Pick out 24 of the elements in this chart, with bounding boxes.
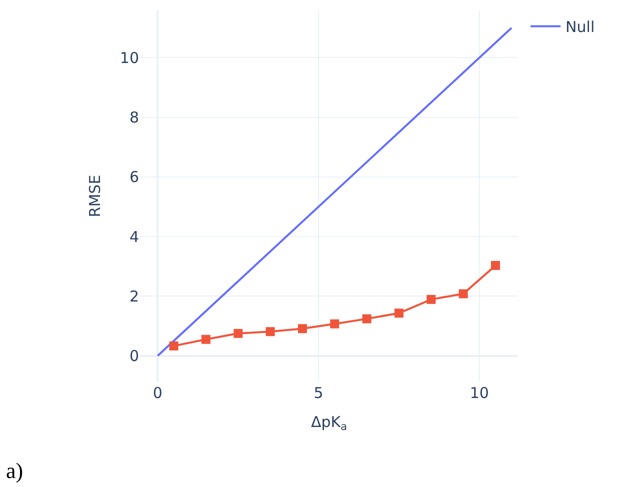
y-tick-label: 0 [129,347,139,366]
x-tick-label: 0 [152,384,162,402]
point [394,308,404,318]
point [266,327,275,336]
point [362,314,372,324]
legend-label: Null [566,18,595,36]
point [458,289,468,298]
y-tick-label: 2 [129,287,139,306]
y-tick-label: 8 [129,108,139,127]
point [169,341,178,350]
point [426,294,436,304]
text: a) [6,458,24,483]
point [330,319,340,328]
x-axis-title: ΔpK$_{a}$ [310,413,348,434]
y-axis-title: RMSE [86,174,104,218]
y-tick-label: 10 [120,48,139,67]
x-tick-label: 10 [470,384,489,402]
y-tick-label: 6 [129,168,139,186]
point [234,328,243,338]
x-tick-label: 5 [314,384,324,402]
point [201,334,210,344]
point [490,260,500,270]
y-tick-label: 4 [129,228,139,246]
point [298,324,307,334]
